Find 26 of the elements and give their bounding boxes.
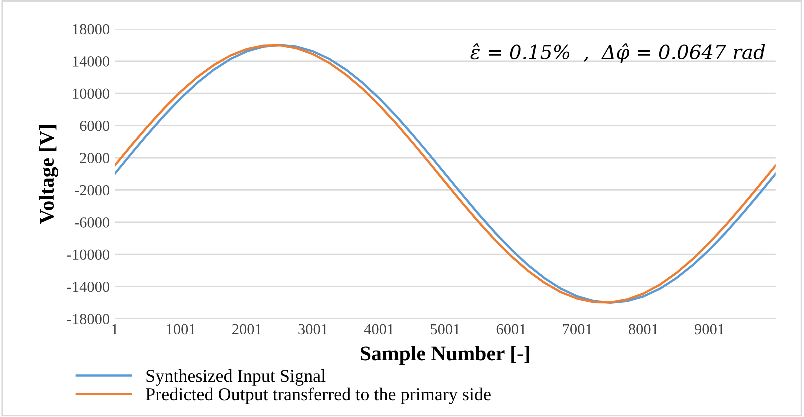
x-tick-label: 2001 — [232, 324, 262, 335]
y-tick-label: 10000 — [73, 88, 110, 100]
y-tick-label: -2000 — [75, 185, 110, 196]
y-tick-label: -18000 — [67, 314, 110, 324]
y-tick-label: -14000 — [67, 282, 110, 292]
legend-label: Predicted Output transferred to the primary side — [146, 388, 491, 404]
x-tick-label: 6001 — [496, 324, 526, 335]
x-tick-label: 8001 — [628, 324, 658, 335]
y-tick-label: 14000 — [73, 56, 110, 67]
y-axis-title: Voltage [V] — [39, 125, 58, 224]
x-tick-label: 7001 — [563, 324, 592, 335]
y-tick-label: -10000 — [67, 250, 110, 260]
y-tick-label: 2000 — [80, 153, 110, 164]
x-axis-title: Sample Number [-] — [361, 346, 530, 365]
line-series — [114, 44, 776, 304]
y-tick-label: 6000 — [80, 120, 110, 132]
x-tick-label: 4001 — [364, 324, 394, 335]
x-tick-label: 1001 — [167, 324, 196, 335]
x-tick-label: 3001 — [298, 324, 328, 335]
x-tick-label: 1 — [112, 324, 118, 334]
y-tick-label: -6000 — [75, 218, 110, 228]
x-tick-label: 9001 — [694, 324, 724, 335]
x-tick-label: 5001 — [431, 324, 460, 335]
y-tick-label: 18000 — [73, 24, 110, 35]
annotation: ε̂ = 0.15% , Δφ̂ = 0.0647 rad — [470, 44, 766, 64]
legend-label: Synthesized Input Signal — [146, 370, 326, 386]
